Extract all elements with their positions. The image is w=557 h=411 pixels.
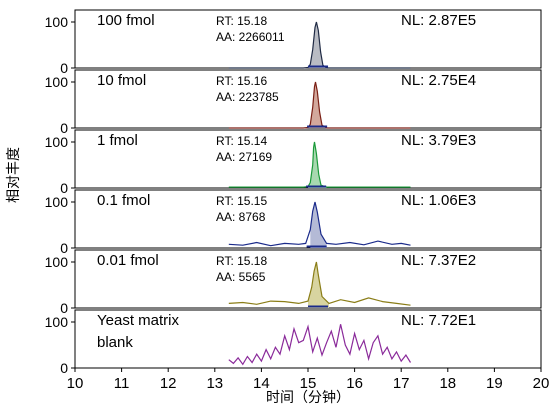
peak-area [308, 262, 329, 308]
rt-annotation: RT: 15.15 [216, 194, 267, 208]
nl-annotation: NL: 1.06E3 [401, 192, 476, 209]
rt-annotation: RT: 15.14 [216, 134, 267, 148]
y-tick-label: 100 [45, 314, 69, 330]
rt-annotation: RT: 15.18 [216, 254, 267, 268]
x-tick-label: 11 [114, 375, 130, 392]
chromatogram-panel: 0 100 1 fmol RT: 15.14 AA: 27169 NL: 3.79E3 [45, 129, 542, 196]
trace-line [228, 201, 411, 247]
nl-annotation: NL: 2.87E5 [401, 12, 476, 29]
y-tick-label: 100 [45, 194, 69, 210]
trace-line [228, 324, 412, 366]
y-tick-label: 0 [60, 300, 68, 316]
y-tick-label: 0 [60, 180, 68, 196]
chromatogram-panel: 0 100 0.1 fmol RT: 15.15 AA: 8768 NL: 1.06E3 [45, 189, 542, 256]
y-tick-label: 0 [60, 360, 68, 376]
y-tick-label: 100 [45, 254, 69, 270]
x-axis-label: 时间（分钟） [266, 389, 350, 405]
sample-label: 1 fmol [97, 132, 138, 149]
chromatogram-panel: 0 100 0.01 fmol RT: 15.18 AA: 5565 NL: 7.37E2 [45, 249, 542, 316]
y-tick-label: 0 [60, 120, 68, 136]
peak-area [308, 22, 327, 68]
x-tick-label: 10 [67, 375, 84, 392]
x-axis: 10 11 12 13 14 15 16 17 18 19 20 [67, 368, 550, 392]
nl-annotation: NL: 7.72E1 [401, 312, 476, 329]
nl-annotation: NL: 3.79E3 [401, 132, 476, 149]
x-tick-label: 16 [346, 375, 363, 392]
aa-annotation: AA: 223785 [216, 90, 279, 104]
sample-label: 0.01 fmol [97, 252, 159, 269]
x-tick-label: 15 [300, 375, 317, 392]
x-tick-label: 13 [206, 375, 223, 392]
rt-annotation: RT: 15.18 [216, 14, 267, 28]
x-tick-label: 18 [439, 375, 456, 392]
x-tick-label: 17 [393, 375, 410, 392]
chromatogram-panel: 0 100 10 fmol RT: 15.16 AA: 223785 NL: 2.75E4 [45, 69, 542, 136]
chromatogram-panel: 0 100 Yeast matrix blank NL: 7.72E1 [45, 309, 542, 376]
sample-label: 100 fmol [97, 12, 155, 29]
peak-area [308, 82, 327, 128]
aa-annotation: AA: 8768 [216, 210, 266, 224]
chromatogram-panel: 0 100 100 fmol RT: 15.18 AA: 2266011 NL: 2.87… [45, 9, 542, 76]
trace-line [228, 261, 411, 306]
x-tick-label: 12 [160, 375, 177, 392]
y-tick-label: 0 [60, 60, 68, 76]
y-tick-label: 100 [45, 74, 69, 90]
trace-line [228, 141, 411, 188]
x-tick-label: 19 [486, 375, 503, 392]
y-tick-label: 100 [45, 134, 69, 150]
sample-label: 0.1 fmol [97, 192, 150, 209]
x-tick-label: 14 [253, 375, 270, 392]
sample-label: 10 fmol [97, 72, 146, 89]
peak-area [310, 202, 327, 248]
nl-annotation: NL: 7.37E2 [401, 252, 476, 269]
x-tick-label: 20 [533, 375, 550, 392]
sample-label: Yeast matrix [97, 312, 179, 329]
rt-annotation: RT: 15.16 [216, 74, 267, 88]
panel-frame [74, 189, 542, 249]
y-axis-label: 相对丰度 [5, 147, 21, 203]
aa-annotation: AA: 2266011 [216, 30, 285, 44]
y-tick-label: 0 [60, 240, 68, 256]
y-tick-label: 100 [45, 14, 69, 30]
aa-annotation: AA: 5565 [216, 270, 266, 284]
sample-label: blank [97, 334, 133, 351]
aa-annotation: AA: 27169 [216, 150, 272, 164]
nl-annotation: NL: 2.75E4 [401, 72, 476, 89]
